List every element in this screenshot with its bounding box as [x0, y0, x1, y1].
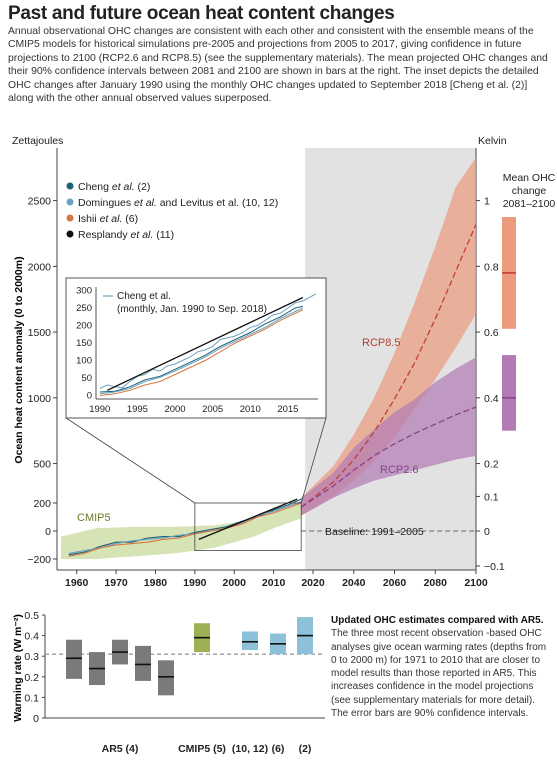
y2-tick-label: −0.1 [484, 561, 505, 573]
legend-marker [66, 214, 74, 222]
y2-axis-label: Kelvin [478, 135, 507, 147]
observed-series-line [198, 498, 298, 541]
y2-tick-label: 0.1 [484, 491, 499, 503]
rcp85-label: RCP8.5 [362, 337, 401, 349]
inset-x-tick-label: 2015 [277, 404, 298, 415]
y2-tick-label: 0.8 [484, 261, 499, 273]
y-tick-label: 2000 [28, 261, 52, 273]
inset-x-tick-label: 2000 [164, 404, 185, 415]
y2-tick-label: 0.6 [484, 327, 499, 339]
x-tick-label: 2020 [301, 577, 325, 589]
warming-group-label: CMIP5 (5) [178, 743, 226, 755]
y2-tick-label: 1 [484, 196, 490, 208]
rcp26-range-bar [502, 355, 516, 431]
warming-box [158, 660, 174, 696]
x-tick-label: 1970 [104, 577, 128, 589]
inset-connector-right [300, 417, 327, 504]
right-bars-title: Mean OHC [503, 172, 556, 184]
inset-x-tick-label: 1990 [89, 404, 110, 415]
warming-box [66, 639, 82, 679]
inset-series-line [99, 305, 304, 393]
sidenote-lead: Updated OHC estimates compared with AR5. [331, 615, 544, 626]
inset-series-line [107, 296, 304, 391]
observed-series-line [68, 502, 302, 557]
x-tick-label: 1980 [144, 577, 168, 589]
y2-tick-label: 0.2 [484, 459, 499, 471]
warming-y-tick-label: 0 [33, 713, 39, 725]
y-tick-label: 1500 [28, 327, 52, 339]
y-axis-units: Zettajoules [12, 135, 63, 147]
rcp26-band [301, 357, 476, 516]
warming-group-label: (10, 12) [232, 743, 268, 755]
rcp26-label: RCP2.6 [380, 464, 419, 476]
inset-series-line [99, 307, 304, 395]
warming-y-tick-label: 0.1 [24, 692, 39, 704]
warming-box [242, 631, 258, 651]
y-tick-label: 0 [45, 526, 51, 538]
y-tick-label: 200 [33, 498, 51, 510]
right-bars-title: change [512, 185, 547, 197]
inset-y-tick-label: 0 [87, 391, 92, 402]
warming-y-tick-label: 0.4 [24, 631, 39, 643]
x-tick-label: 1960 [65, 577, 89, 589]
inset-y-tick-label: 50 [81, 373, 92, 384]
rcp85-mean-line [300, 224, 477, 508]
x-tick-label: 2080 [424, 577, 448, 589]
y-tick-label: 2500 [28, 196, 52, 208]
inset-focus-box [194, 502, 302, 551]
warming-y-tick-label: 0.3 [24, 651, 39, 663]
warming-group-label: AR5 (4) [102, 743, 139, 755]
page-title: Past and future ocean heat content chang… [8, 3, 395, 24]
baseline-label: Baseline: 1991–2005 [325, 526, 424, 538]
cmip5-label: CMIP5 [77, 512, 111, 524]
y2-tick-label: 0 [484, 526, 490, 538]
ohc-main-chart: Zettajoules Kelvin Ocean heat content anom… [12, 135, 556, 589]
legend-entry: Cheng et al. (2) [78, 181, 150, 193]
warming-y-tick-label: 0.2 [24, 672, 39, 684]
legend-entry: Resplandy et al. (11) [78, 229, 174, 241]
inset-y-tick-label: 150 [76, 338, 92, 349]
inset-legend-line2: (monthly, Jan. 1990 to Sep. 2018) [117, 304, 267, 315]
inset-y-tick-label: 100 [76, 356, 92, 367]
inset-y-tick-label: 250 [76, 303, 92, 314]
rcp26-mean-line [300, 406, 477, 508]
inset-x-tick-label: 2005 [202, 404, 223, 415]
warming-group-label: (6) [272, 743, 285, 755]
legend-marker [66, 198, 74, 206]
inset-series-line [99, 293, 316, 389]
inset-series-line [99, 309, 304, 396]
warming-group-label: (2) [299, 743, 312, 755]
legend-marker [66, 230, 74, 238]
y-axis-label: Ocean heat content anomaly (0 to 2000m) [13, 256, 25, 463]
legend-marker [66, 182, 74, 190]
y-tick-label: 1000 [28, 393, 52, 405]
legend-entry: Ishii et al. (6) [78, 213, 138, 225]
inset-y-tick-label: 200 [76, 321, 92, 332]
y-tick-label: −200 [27, 554, 51, 566]
x-tick-label: 1990 [183, 577, 207, 589]
inset-connector-left [65, 417, 196, 504]
warming-box [135, 645, 151, 681]
inset-y-tick-label: 300 [76, 286, 92, 297]
x-tick-label: 2010 [262, 577, 286, 589]
sidenote-body: The three most recent observation -based… [331, 628, 547, 720]
x-tick-label: 2100 [464, 577, 488, 589]
inset-x-tick-label: 2010 [240, 404, 261, 415]
y2-tick-label: 0.4 [484, 393, 499, 405]
legend-entry: Domingues et al. and Levitus et al. (10,… [78, 197, 278, 209]
sidenote: Updated OHC estimates compared with AR5.… [331, 614, 553, 720]
x-tick-label: 2040 [342, 577, 366, 589]
inset-x-tick-label: 1995 [127, 404, 148, 415]
warming-y-tick-label: 0.5 [24, 610, 39, 622]
intro-paragraph: Annual observational OHC changes are con… [8, 26, 548, 105]
warming-y-axis-label: Warming rate (W m⁻²) [12, 614, 24, 722]
x-tick-label: 2060 [383, 577, 407, 589]
observed-series-line [68, 501, 302, 554]
x-tick-label: 2000 [223, 577, 247, 589]
inset-legend-line1: Cheng et al. [117, 291, 171, 302]
right-bars-title: 2081–2100 [503, 198, 556, 210]
y-tick-label: 500 [33, 459, 51, 471]
